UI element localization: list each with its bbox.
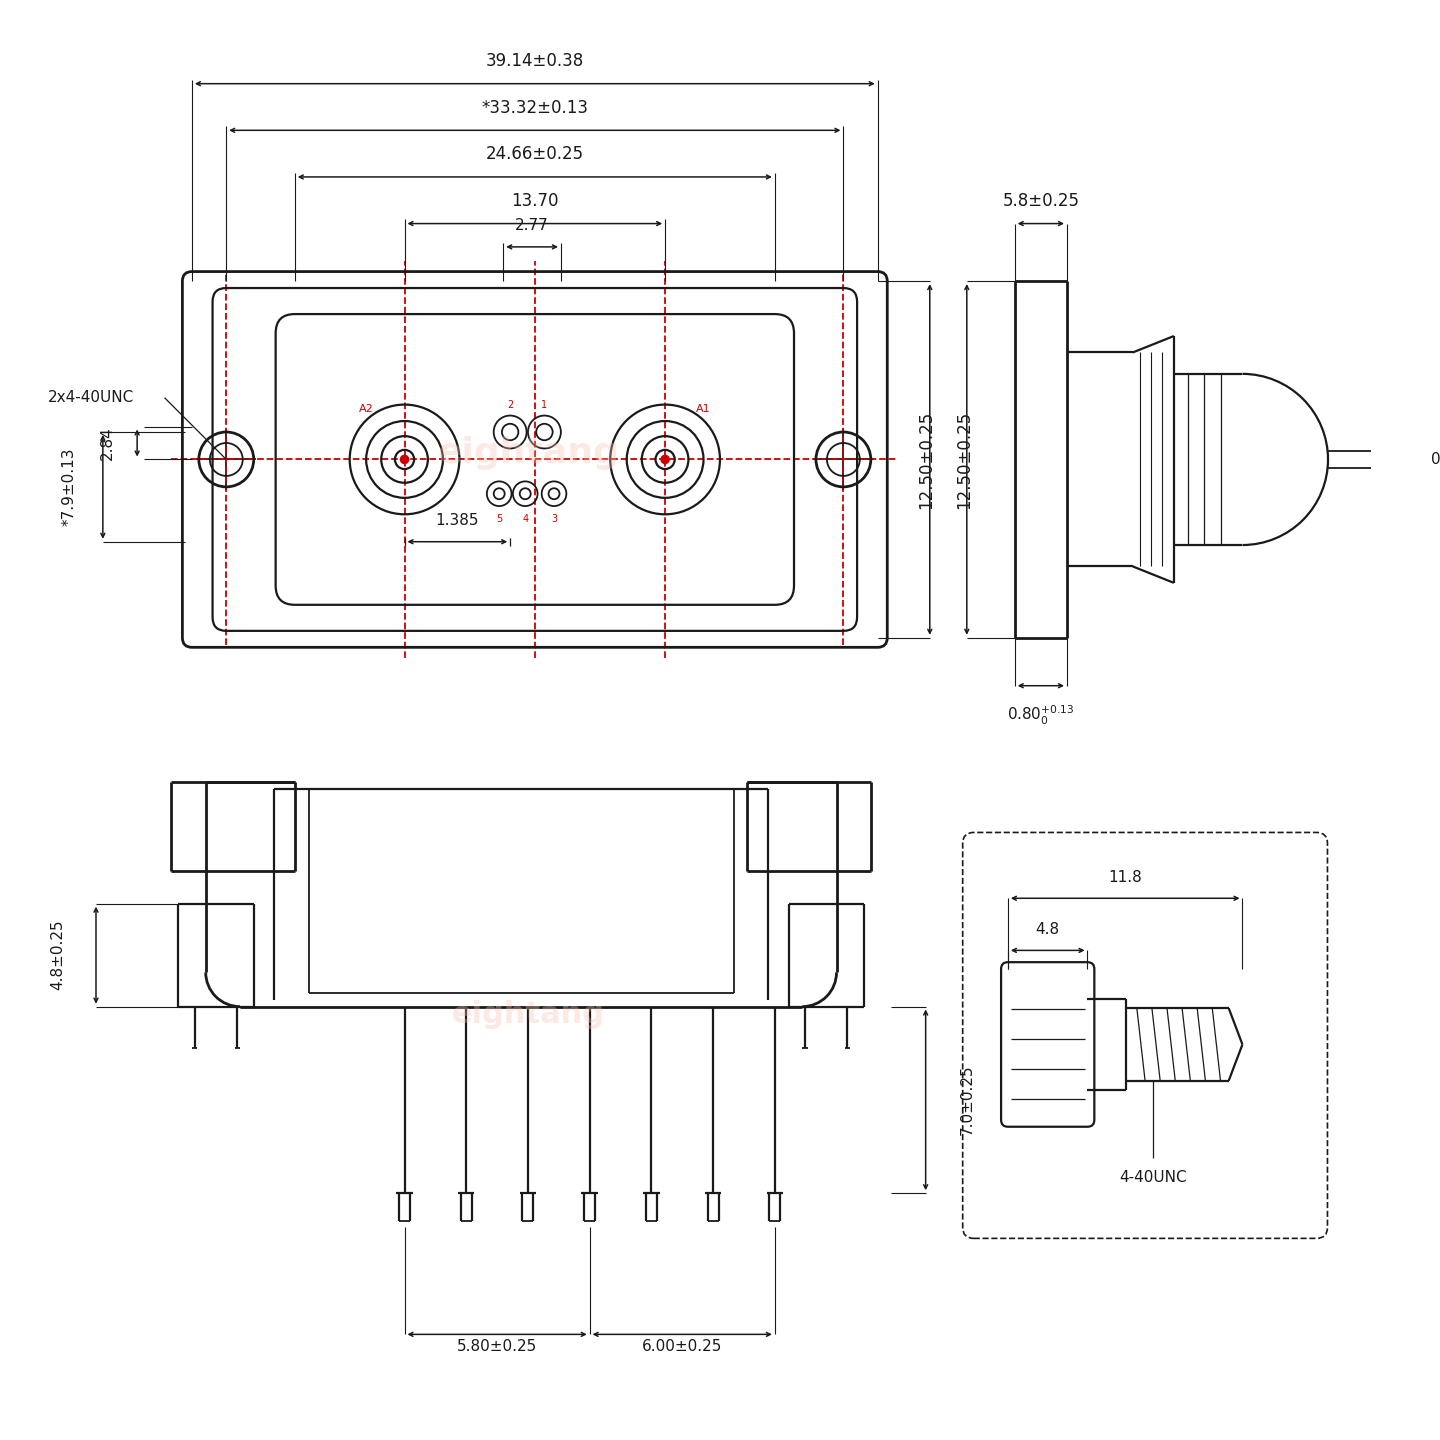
Text: 5.80±0.25: 5.80±0.25 (456, 1339, 537, 1354)
Text: eightang: eightang (436, 435, 619, 469)
Text: 4: 4 (523, 514, 528, 524)
Text: 12.50±0.25: 12.50±0.25 (955, 410, 973, 508)
Text: 3: 3 (552, 514, 557, 524)
Text: 0.80$^{+0.13}_{0}$: 0.80$^{+0.13}_{0}$ (1007, 704, 1074, 727)
Text: 5.8±0.25: 5.8±0.25 (1002, 192, 1080, 210)
Text: 4.8±0.25: 4.8±0.25 (50, 920, 65, 991)
Text: 11.8: 11.8 (1109, 870, 1142, 884)
Text: 2: 2 (507, 400, 513, 410)
Text: 2.77: 2.77 (516, 219, 549, 233)
Circle shape (661, 455, 670, 464)
Text: 12.50±0.25: 12.50±0.25 (917, 410, 935, 508)
Circle shape (400, 455, 409, 464)
Text: 13.70: 13.70 (511, 192, 559, 210)
Text: 39.14±0.38: 39.14±0.38 (485, 52, 585, 71)
Text: A2: A2 (359, 405, 373, 415)
Text: 1: 1 (541, 400, 547, 410)
Text: 7.0±0.25: 7.0±0.25 (959, 1064, 975, 1135)
Text: 24.66±0.25: 24.66±0.25 (485, 145, 583, 163)
Text: 2.84: 2.84 (99, 426, 114, 459)
Text: 6.00±0.25: 6.00±0.25 (642, 1339, 723, 1354)
Text: *7.9±0.13: *7.9±0.13 (60, 448, 76, 526)
Text: 1.385: 1.385 (435, 513, 480, 528)
Text: 4.8: 4.8 (1035, 922, 1060, 936)
Text: *33.32±0.13: *33.32±0.13 (481, 98, 589, 117)
Text: 5: 5 (495, 514, 503, 524)
Text: A1: A1 (696, 405, 711, 415)
Text: 0.7: 0.7 (1431, 452, 1440, 467)
Text: eightang: eightang (452, 1001, 605, 1030)
Text: 4-40UNC: 4-40UNC (1119, 1169, 1187, 1185)
Text: 2x4-40UNC: 2x4-40UNC (48, 390, 134, 405)
